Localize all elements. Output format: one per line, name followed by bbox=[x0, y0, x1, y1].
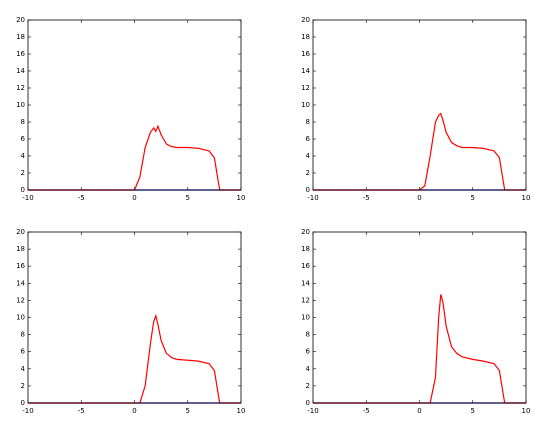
y-tick-label: 10 bbox=[16, 314, 25, 322]
y-tick-label: 18 bbox=[16, 33, 25, 41]
y-tick-label: 12 bbox=[16, 84, 25, 92]
data-line bbox=[313, 112, 526, 191]
axes-frame bbox=[27, 19, 242, 191]
y-tick-label: 6 bbox=[21, 135, 26, 143]
x-tick-label: 5 bbox=[186, 407, 190, 415]
x-tick-label: 5 bbox=[471, 194, 475, 202]
x-tick-label: 5 bbox=[471, 407, 475, 415]
y-tick-label: 6 bbox=[306, 135, 311, 143]
y-tick-label: 12 bbox=[301, 84, 310, 92]
x-tick-label: 10 bbox=[522, 194, 531, 202]
y-tick-label: 14 bbox=[16, 279, 25, 287]
y-tick-label: 8 bbox=[21, 331, 25, 339]
y-tick-label: 14 bbox=[301, 279, 310, 287]
y-tick-label: 14 bbox=[16, 67, 25, 75]
y-tick-label: 2 bbox=[306, 382, 310, 390]
y-tick-label: 10 bbox=[301, 101, 310, 109]
y-tick-label: 6 bbox=[21, 348, 26, 356]
y-tick-label: 18 bbox=[301, 245, 310, 253]
axes-background bbox=[313, 20, 526, 190]
x-tick-label: 0 bbox=[132, 194, 136, 202]
y-tick-label: 6 bbox=[306, 348, 311, 356]
x-tick-label: 0 bbox=[132, 407, 136, 415]
y-tick-label: 0 bbox=[306, 186, 310, 194]
y-tick-label: 16 bbox=[16, 262, 25, 270]
y-tick-label: 12 bbox=[16, 296, 25, 304]
y-tick-label: 20 bbox=[301, 16, 310, 24]
y-tick-label: 14 bbox=[301, 67, 310, 75]
y-tick-label: 16 bbox=[301, 262, 310, 270]
y-tick-label: 4 bbox=[306, 365, 311, 373]
x-tick-label: 10 bbox=[237, 407, 246, 415]
y-tick-label: 20 bbox=[16, 16, 25, 24]
y-tick-label: 12 bbox=[301, 296, 310, 304]
x-tick-label: -10 bbox=[307, 194, 318, 202]
x-tick-label: -5 bbox=[363, 407, 370, 415]
y-tick-label: 2 bbox=[306, 169, 310, 177]
y-tick-label: 18 bbox=[301, 33, 310, 41]
x-tick-label: 10 bbox=[237, 194, 246, 202]
y-tick-label: 10 bbox=[301, 314, 310, 322]
x-tick-label: -5 bbox=[363, 194, 370, 202]
x-tick-label: 10 bbox=[522, 407, 531, 415]
y-tick-label: 16 bbox=[301, 50, 310, 58]
y-tick-label: 2 bbox=[21, 169, 25, 177]
x-tick-label: -10 bbox=[22, 407, 33, 415]
y-tick-label: 8 bbox=[306, 331, 310, 339]
x-tick-label: -5 bbox=[78, 407, 85, 415]
x-tick-label: -10 bbox=[307, 407, 318, 415]
axes-frame bbox=[312, 19, 527, 191]
x-tick-label: 0 bbox=[417, 407, 421, 415]
x-tick-label: -5 bbox=[78, 194, 85, 202]
y-tick-label: 20 bbox=[16, 228, 25, 236]
x-tick-label: 0 bbox=[417, 194, 421, 202]
y-tick-label: 16 bbox=[16, 50, 25, 58]
y-tick-label: 0 bbox=[21, 186, 25, 194]
axes-background bbox=[28, 232, 241, 403]
y-tick-label: 4 bbox=[21, 152, 26, 160]
y-tick-label: 8 bbox=[21, 118, 25, 126]
axes-frame bbox=[312, 231, 527, 404]
x-tick-label: 5 bbox=[186, 194, 190, 202]
data-line bbox=[28, 124, 241, 191]
y-tick-label: 8 bbox=[306, 118, 310, 126]
y-tick-label: 0 bbox=[306, 399, 310, 407]
y-tick-label: 10 bbox=[16, 101, 25, 109]
y-tick-label: 4 bbox=[21, 365, 26, 373]
data-line bbox=[28, 313, 241, 404]
y-tick-label: 20 bbox=[301, 228, 310, 236]
axes-frame bbox=[27, 231, 242, 404]
y-tick-label: 18 bbox=[16, 245, 25, 253]
y-tick-label: 4 bbox=[306, 152, 311, 160]
x-tick-label: -10 bbox=[22, 194, 33, 202]
y-tick-label: 0 bbox=[21, 399, 25, 407]
y-tick-label: 2 bbox=[21, 382, 25, 390]
axes-background bbox=[28, 20, 241, 190]
axes-background bbox=[313, 232, 526, 403]
